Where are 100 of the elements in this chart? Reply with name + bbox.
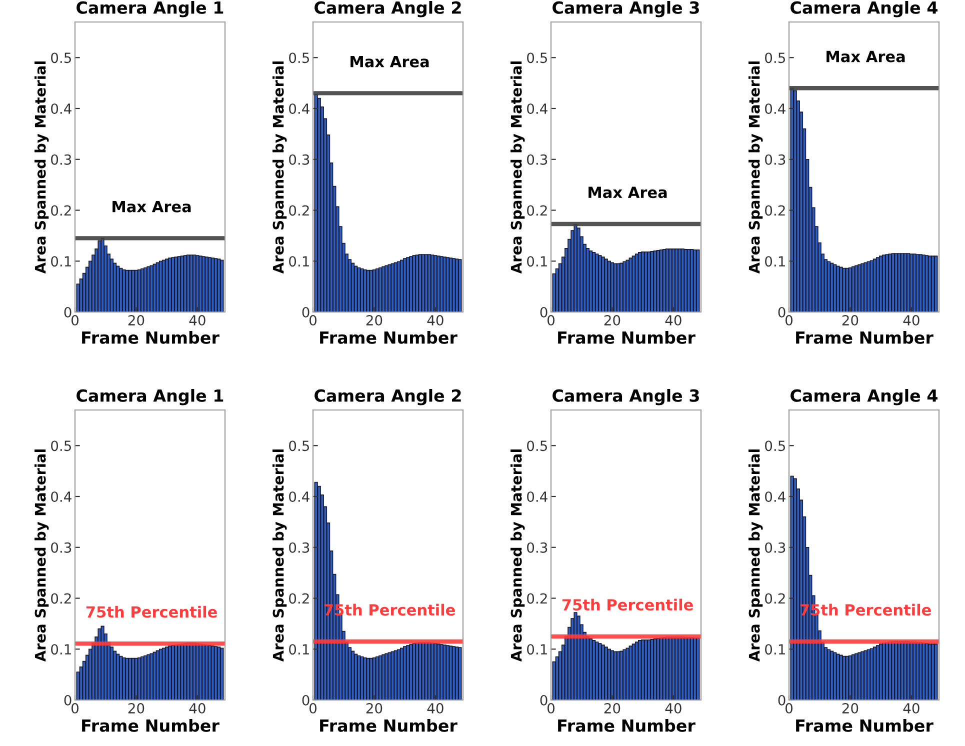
bar	[436, 644, 440, 700]
y-tick-label: 0.2	[289, 205, 309, 216]
x-tick-label: 40	[427, 315, 444, 326]
bar	[125, 270, 129, 312]
bar	[934, 256, 938, 312]
y-tick-label: 0.3	[765, 154, 786, 165]
y-axis-title: Area Spanned by Material	[272, 449, 287, 662]
y-tick-label: 0.3	[51, 154, 72, 165]
bar	[98, 240, 102, 312]
x-tick-label: 20	[366, 315, 382, 326]
y-tick-label: 0.3	[527, 154, 548, 165]
x-axis-title: Frame Number	[796, 718, 934, 732]
bar	[864, 650, 868, 700]
y-tick-label: 0.2	[765, 593, 785, 604]
x-tick-label: 40	[903, 315, 920, 326]
bar	[888, 642, 892, 700]
x-tick-label: 20	[128, 703, 144, 714]
x-tick-label: 0	[71, 703, 78, 714]
bar	[174, 256, 178, 312]
bar	[696, 250, 700, 312]
y-tick-label: 0.1	[289, 256, 309, 267]
bar	[125, 658, 129, 700]
y-tick-label: 0.1	[765, 644, 785, 655]
y-tick-label: 0.5	[765, 440, 786, 452]
y-axis-title: Area Spanned by Material	[748, 449, 763, 662]
y-tick-label: 0.2	[51, 205, 71, 216]
bar	[864, 262, 868, 312]
y-tick-label: 0.3	[51, 542, 72, 553]
y-tick-label: 0.2	[527, 593, 547, 604]
x-tick-label: 20	[842, 315, 858, 326]
bar	[458, 259, 462, 312]
bar	[436, 256, 440, 312]
bar	[934, 644, 938, 700]
bar	[626, 260, 630, 312]
x-tick-label: 40	[665, 315, 682, 326]
y-tick-label: 0.4	[527, 491, 548, 502]
bar	[412, 255, 416, 312]
chart-title: Camera Angle 3	[552, 1, 699, 18]
bar	[363, 269, 367, 312]
x-tick-label: 0	[785, 703, 792, 714]
bar	[363, 657, 367, 700]
x-tick-label: 0	[309, 315, 316, 326]
y-axis-title: Area Spanned by Material	[510, 61, 525, 274]
bar	[650, 639, 654, 700]
bar	[912, 254, 916, 312]
y-tick-label: 0.5	[289, 440, 310, 452]
chart-title: Camera Angle 1	[76, 1, 224, 18]
x-axis-title: Frame Number	[558, 718, 696, 732]
x-tick-label: 0	[785, 315, 792, 326]
y-tick-label: 0	[64, 306, 72, 318]
y-tick-label: 0.5	[51, 440, 72, 452]
chart-title: Camera Angle 4	[790, 1, 938, 18]
x-tick-label: 40	[427, 703, 444, 714]
chart-title: Camera Angle 3	[552, 389, 699, 406]
y-tick-label: 0.1	[289, 644, 309, 655]
ref-line-label: 75th Percentile	[562, 598, 693, 611]
x-axis-title: Frame Number	[558, 330, 696, 344]
y-tick-label: 0	[778, 306, 786, 318]
y-tick-label: 0.4	[289, 103, 310, 114]
y-tick-label: 0.1	[51, 256, 71, 267]
chart-title: Camera Angle 4	[790, 389, 938, 406]
x-tick-label: 40	[665, 703, 682, 714]
y-axis-title: Area Spanned by Material	[748, 61, 763, 274]
ref-line-label: Max Area	[826, 50, 905, 62]
y-tick-label: 0.3	[765, 542, 786, 553]
bar	[912, 642, 916, 700]
x-tick-label: 20	[604, 315, 620, 326]
y-tick-label: 0.5	[765, 52, 786, 64]
y-tick-label: 0.2	[765, 205, 785, 216]
x-axis-title: Frame Number	[82, 330, 220, 344]
y-tick-label: 0.1	[527, 256, 547, 267]
x-axis-title: Frame Number	[82, 718, 220, 732]
bar	[388, 652, 392, 700]
x-tick-label: 20	[366, 703, 382, 714]
bar	[650, 251, 654, 312]
bar	[601, 644, 605, 700]
x-tick-label: 0	[71, 315, 78, 326]
x-axis-title: Frame Number	[320, 330, 458, 344]
chart-title: Camera Angle 2	[314, 389, 461, 406]
ref-line-label: Max Area	[350, 56, 429, 68]
bar	[574, 612, 578, 700]
y-tick-label: 0.4	[51, 491, 72, 502]
bar	[888, 254, 892, 312]
ref-line-label: Max Area	[588, 186, 667, 198]
y-tick-label: 0	[540, 306, 548, 318]
y-axis-title: Area Spanned by Material	[272, 61, 287, 274]
y-tick-label: 0.3	[289, 154, 310, 165]
y-tick-label: 0.5	[289, 52, 310, 64]
x-tick-label: 40	[189, 703, 206, 714]
bar	[198, 256, 202, 312]
x-tick-label: 40	[189, 315, 206, 326]
x-axis-title: Frame Number	[320, 718, 458, 732]
y-tick-label: 0.2	[289, 593, 309, 604]
bar	[220, 648, 224, 700]
y-axis-title: Area Spanned by Material	[510, 449, 525, 662]
y-tick-label: 0.4	[765, 491, 786, 502]
y-tick-label: 0.4	[765, 103, 786, 114]
bar	[98, 628, 102, 700]
bar	[458, 647, 462, 700]
y-tick-label: 0	[778, 694, 786, 706]
